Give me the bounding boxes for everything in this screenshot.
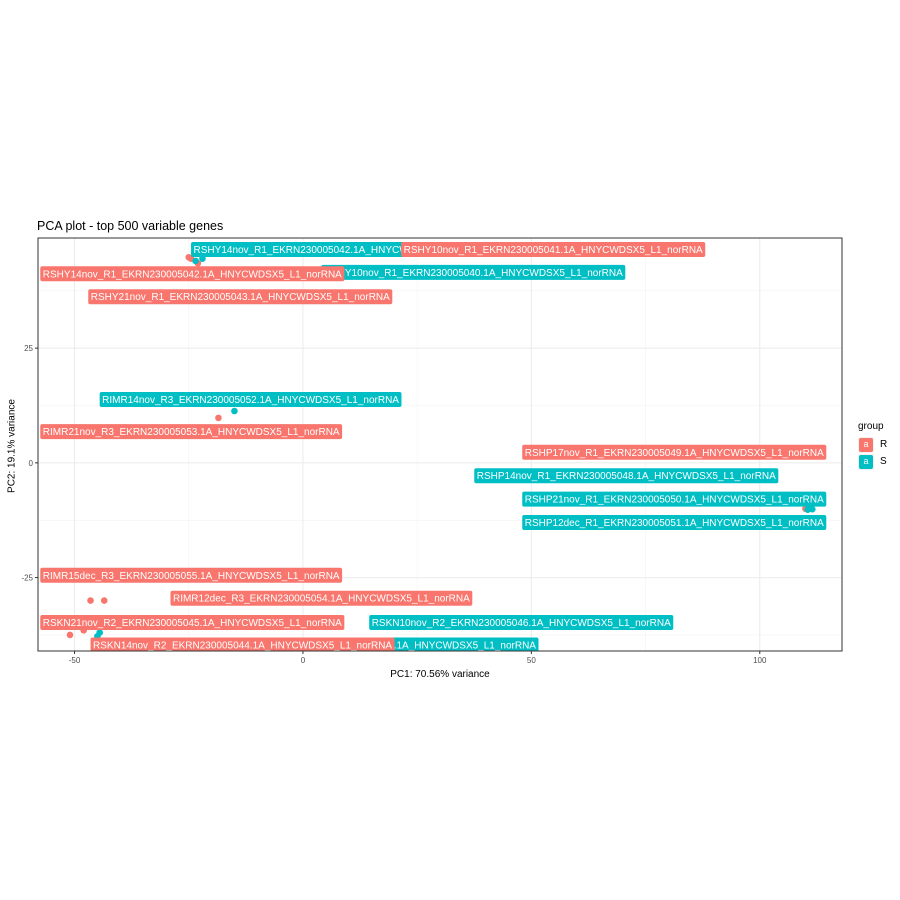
plot-panel-border	[37, 237, 843, 652]
point-label: RIMR15dec_R3_EKRN230005055.1A_HNYCWDSX5_…	[40, 567, 343, 583]
legend-label-r: R	[880, 439, 888, 450]
data-point	[231, 407, 238, 415]
point-label: RSKN10nov_R2_EKRN230005046.1A_HNYCWDSX5_…	[369, 615, 674, 631]
chart-title: PCA plot - top 500 variable genes	[37, 219, 224, 233]
y-axis-label: PC2: 19.1% variance	[6, 399, 18, 493]
point-label-text: RSKN21nov_R2_EKRN230005045.1A_HNYCWDSX5_…	[43, 618, 342, 629]
point-label-text: RSHY14nov_R1_EKRN230005042.1A_HNYCWDSX5_…	[194, 245, 493, 256]
point-label-text: RSHP12dec_R1_EKRN230005051.1A_HNYCWDSX5_…	[525, 518, 824, 529]
legend-key-r: a	[858, 436, 874, 453]
point-label-text: RIMR14nov_R3_EKRN230005052.1A_HNYCWDSX5_…	[102, 395, 399, 406]
point-label-text: RSHP21nov_R1_EKRN230005050.1A_HNYCWDSX5_…	[525, 495, 824, 506]
legend-swatch-r: a	[859, 437, 873, 452]
legend-item-r: a R	[858, 436, 887, 453]
x-axis-ticks: -50 0 50 100	[69, 651, 767, 665]
point-label-text: RSKN14nov_R2_EKRN230005044.1A_HNYCWDSX5_…	[93, 641, 392, 652]
point-label: RIMR12dec_R3_EKRN230005054.1A_HNYCWDSX5_…	[170, 590, 473, 606]
legend-title: group	[858, 421, 884, 432]
x-tick-label: 100	[753, 656, 767, 665]
y-tick-label: 25	[24, 344, 33, 353]
point-label: RSHY10nov_R1_EKRN230005040.1A_HNYCWDSX5_…	[321, 264, 626, 280]
y-axis-ticks: -25 0 25	[21, 344, 38, 583]
point-label: RSKN14nov_R2_EKRN230005044.1A_HNYCWDSX5_…	[90, 637, 395, 652]
point-label-text: RSHP17nov_R1_EKRN230005049.1A_HNYCWDSX5_…	[525, 448, 824, 459]
point-label-text: RSHP14nov_R1_EKRN230005048.1A_HNYCWDSX5_…	[477, 471, 776, 482]
point-label: RSHP21nov_R1_EKRN230005050.1A_HNYCWDSX5_…	[522, 491, 827, 507]
point-label-text: RSHY14nov_R1_EKRN230005042.1A_HNYCWDSX5_…	[43, 269, 342, 280]
data-point	[185, 253, 193, 261]
point-label-text: RSHY10nov_R1_EKRN230005040.1A_HNYCWDSX5_…	[324, 268, 623, 279]
point-label: RSHY14nov_R1_EKRN230005042.1A_HNYCWDSX5_…	[40, 266, 345, 282]
x-axis-label: PC1: 70.56% variance	[390, 669, 490, 680]
data-point	[192, 257, 199, 265]
point-label: RSHP12dec_R1_EKRN230005051.1A_HNYCWDSX5_…	[522, 515, 827, 531]
legend-item-s: a S	[858, 453, 887, 470]
point-label-text: RIMR12dec_R3_EKRN230005054.1A_HNYCWDSX5_…	[173, 594, 470, 605]
point-label: RSHY10nov_R1_EKRN230005041.1A_HNYCWDSX5_…	[401, 241, 706, 257]
point-label: RSHP14nov_R1_EKRN230005048.1A_HNYCWDSX5_…	[474, 468, 779, 484]
x-tick-label: 0	[301, 656, 306, 665]
legend-label-s: S	[880, 456, 887, 467]
point-labels: RSHY14nov_R1_EKRN230005042.1A_HNYCWDSX5_…	[40, 241, 827, 652]
legend-swatch-s: a	[859, 454, 873, 469]
point-label-text: RIMR15dec_R3_EKRN230005055.1A_HNYCWDSX5_…	[43, 571, 340, 582]
point-label: RSHY21nov_R1_EKRN230005043.1A_HNYCWDSX5_…	[88, 289, 393, 305]
point-label-text: RSKN10nov_R2_EKRN230005046.1A_HNYCWDSX5_…	[372, 618, 671, 629]
point-label-text: RSHY21nov_R1_EKRN230005043.1A_HNYCWDSX5_…	[91, 292, 390, 303]
data-point	[66, 631, 74, 639]
point-label-text: RIMR21nov_R3_EKRN230005053.1A_HNYCWDSX5_…	[43, 427, 340, 438]
legend: group a R a S	[858, 421, 887, 470]
x-tick-label: 50	[527, 656, 536, 665]
data-point	[215, 414, 222, 422]
point-label-text: RSHY10nov_R1_EKRN230005041.1A_HNYCWDSX5_…	[404, 245, 703, 256]
point-label: RSHP17nov_R1_EKRN230005049.1A_HNYCWDSX5_…	[522, 444, 827, 460]
x-tick-label: -50	[69, 656, 81, 665]
point-label: RSKN21nov_R2_EKRN230005045.1A_HNYCWDSX5_…	[40, 615, 345, 631]
data-point	[199, 255, 206, 262]
point-label: RIMR14nov_R3_EKRN230005052.1A_HNYCWDSX5_…	[99, 392, 402, 408]
point-label: RIMR21nov_R3_EKRN230005053.1A_HNYCWDSX5_…	[40, 424, 343, 440]
data-point	[100, 597, 108, 604]
data-point	[809, 505, 816, 513]
y-tick-label: 0	[29, 459, 34, 468]
y-tick-label: -25	[21, 574, 33, 583]
legend-key-s: a	[858, 453, 874, 470]
data-point	[87, 597, 94, 604]
